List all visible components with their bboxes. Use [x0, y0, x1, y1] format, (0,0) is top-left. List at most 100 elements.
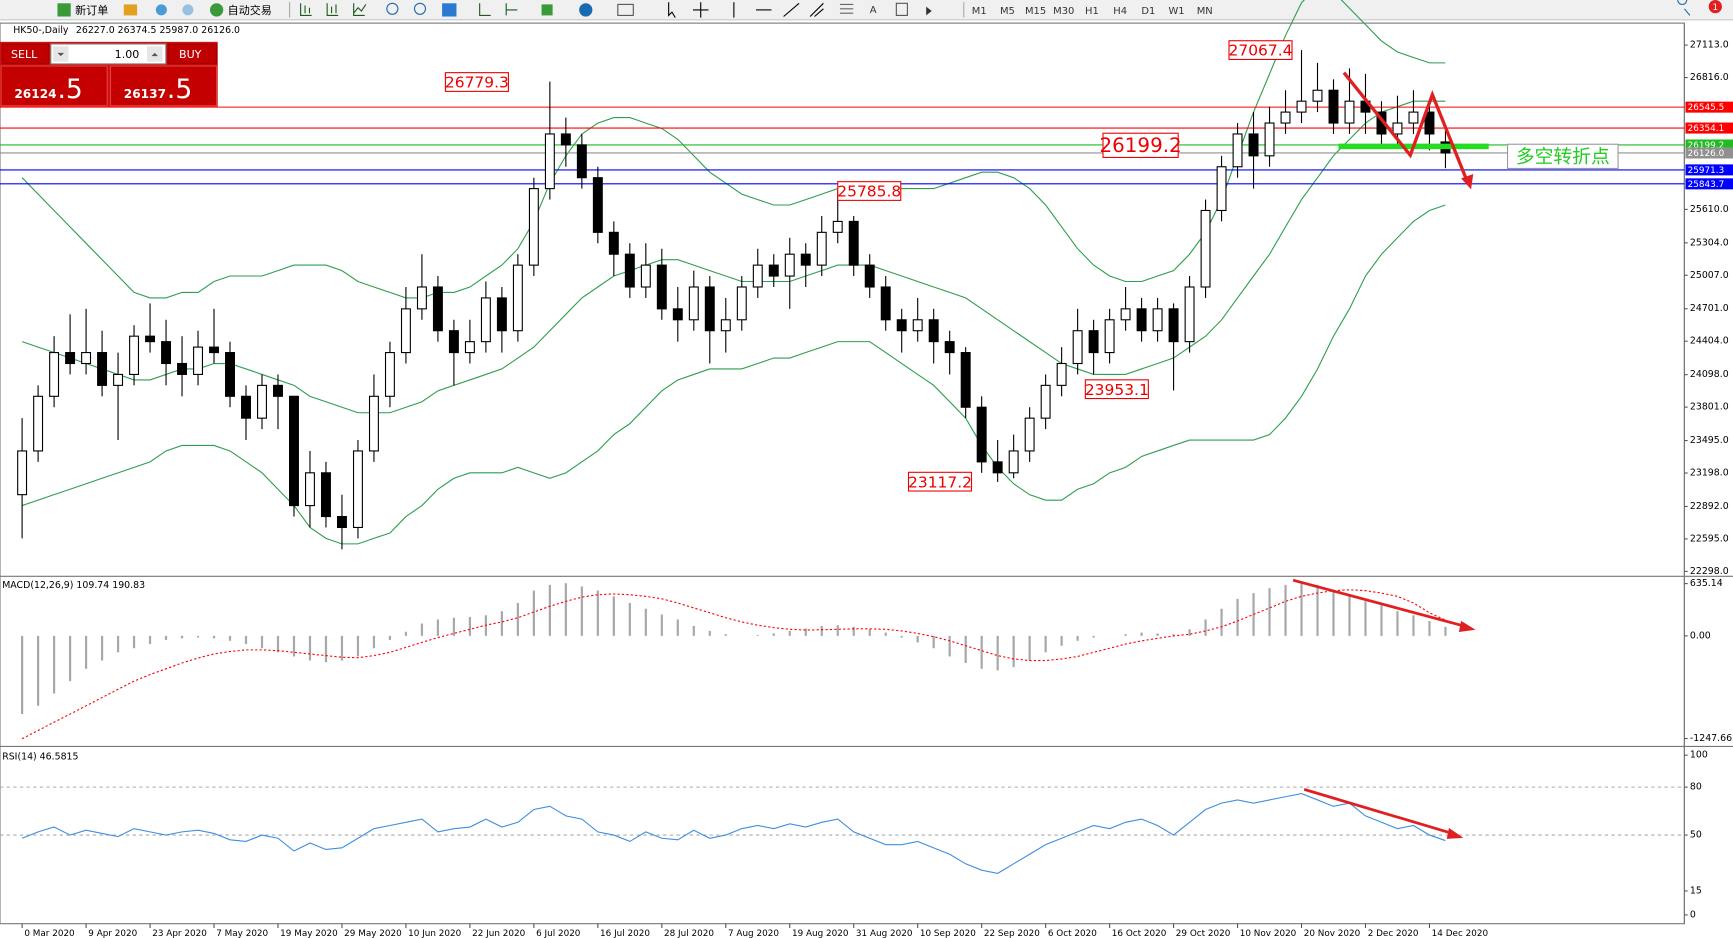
date-label: 10 Nov 2020 [1240, 929, 1297, 938]
bollinger-lower [21, 204, 1446, 545]
label-tool[interactable] [895, 2, 908, 16]
candle-body [832, 220, 843, 233]
timeframe-button[interactable]: M5 [1000, 6, 1015, 17]
candle-body [1120, 308, 1131, 321]
bid-box[interactable] [0, 65, 108, 107]
auto-trading-button[interactable]: 自动交易 [228, 3, 272, 17]
macd-bar [1172, 634, 1175, 636]
candle-body [720, 319, 731, 332]
bid-price-tail: .5 [57, 74, 82, 105]
annotation-box [907, 471, 973, 492]
annotation-text: 27067.4 [1229, 42, 1293, 60]
macd-bar [212, 635, 216, 639]
candle-body [464, 341, 475, 354]
timeframe-button[interactable]: M15 [1025, 6, 1046, 17]
macd-bar [548, 584, 551, 636]
candle-body [512, 264, 523, 332]
indicators-icon[interactable] [541, 4, 553, 16]
y-tick-label: 635.14 [1690, 578, 1723, 589]
macd-bar [308, 635, 312, 661]
cursor-icon[interactable] [668, 2, 676, 18]
open: 26227.0 [76, 25, 115, 36]
channel-icon[interactable] [809, 2, 824, 17]
y-tick-label: 0 [1690, 909, 1696, 920]
templates-icon[interactable] [617, 3, 634, 16]
macd-bar [68, 635, 72, 682]
timeframe-button[interactable]: W1 [1168, 6, 1184, 17]
macd-bar [1444, 626, 1447, 636]
candle-body [736, 286, 747, 321]
timeframe-button[interactable]: H4 [1113, 6, 1127, 17]
symbol: HK50-,Daily [13, 25, 69, 36]
candle-body [1424, 111, 1435, 135]
history-icon[interactable] [123, 4, 138, 16]
y-tick-label: 27113.0 [1690, 40, 1729, 51]
signals-icon[interactable] [182, 4, 194, 16]
timeframe-button[interactable]: M1 [972, 6, 987, 17]
macd-bar [84, 635, 88, 669]
arrows-tool[interactable] [926, 6, 932, 16]
timeframe-button[interactable]: M30 [1053, 6, 1074, 17]
date-label: 16 Oct 2020 [1112, 929, 1167, 938]
zoom-in-icon[interactable] [386, 2, 399, 15]
crosshair-icon[interactable] [692, 2, 709, 18]
candle-body [544, 133, 555, 190]
date-label: 14 Dec 2020 [1432, 929, 1489, 938]
macd-bar [948, 635, 951, 657]
bar-chart-icon[interactable] [300, 3, 312, 16]
y-tick-label: 25610.0 [1690, 204, 1729, 215]
price-level-label: 26126.0 [1688, 149, 1725, 159]
zoom-out-icon[interactable] [413, 2, 427, 15]
notification-badge[interactable] [1708, 0, 1722, 14]
candle-body [496, 297, 507, 332]
price-level-label: 25843.7 [1688, 180, 1725, 190]
lot-input[interactable] [50, 43, 167, 65]
date-label: 31 Aug 2020 [856, 929, 913, 938]
sell-button[interactable] [1, 43, 50, 65]
macd-header: MACD(12,26,9) 109.74 190.83 [2, 580, 145, 591]
rsi-divergence-arrow [1303, 788, 1453, 835]
date-label: 22 Jun 2020 [472, 929, 526, 938]
annotation-box [1228, 40, 1293, 61]
candle-chart-icon[interactable] [326, 3, 339, 16]
macd-bar [916, 635, 919, 643]
candle-body [1040, 384, 1051, 419]
date-label: 19 Aug 2020 [792, 929, 849, 938]
macd-bar [452, 617, 456, 636]
date-label: 7 May 2020 [216, 929, 268, 938]
buy-label: BUY [179, 48, 202, 61]
y-tick-label: 0.00 [1690, 630, 1711, 641]
macd-bar [1348, 596, 1351, 636]
price-level-tag [1685, 147, 1733, 159]
fibo-icon[interactable] [839, 3, 854, 14]
buy-button[interactable] [167, 43, 218, 65]
timeframe-button[interactable]: D1 [1141, 6, 1155, 17]
drawings [1292, 71, 1489, 839]
sell-label: SELL [11, 48, 38, 61]
price-level-label: 26545.5 [1688, 103, 1725, 113]
auto-trading-icon[interactable] [209, 3, 224, 17]
search-icon[interactable] [1677, 0, 1691, 16]
macd-bar [932, 635, 935, 649]
candle-body [944, 341, 955, 354]
candle-body [209, 346, 219, 354]
trendline-icon[interactable] [783, 2, 800, 17]
y-tick-label: 80 [1690, 782, 1702, 793]
ask-box[interactable] [109, 65, 218, 107]
line-chart-icon[interactable] [353, 3, 367, 16]
candle-body [624, 253, 635, 288]
new-order-button[interactable]: 新订单 [75, 3, 108, 17]
periods-icon[interactable] [579, 3, 593, 17]
autoscroll-icon[interactable] [479, 3, 491, 16]
macd-bar [676, 619, 679, 636]
shift-icon[interactable] [505, 3, 518, 16]
timeframe-button[interactable]: H1 [1085, 6, 1099, 17]
new-order-icon[interactable] [57, 3, 71, 17]
rsi-value: 46.5815 [40, 752, 79, 763]
market-icon[interactable] [155, 4, 167, 16]
candle-body [1280, 111, 1291, 124]
text-tool[interactable]: A [870, 5, 877, 16]
tile-icon[interactable] [442, 3, 457, 17]
candle-body [1216, 166, 1227, 212]
timeframe-button[interactable]: MN [1197, 6, 1213, 17]
